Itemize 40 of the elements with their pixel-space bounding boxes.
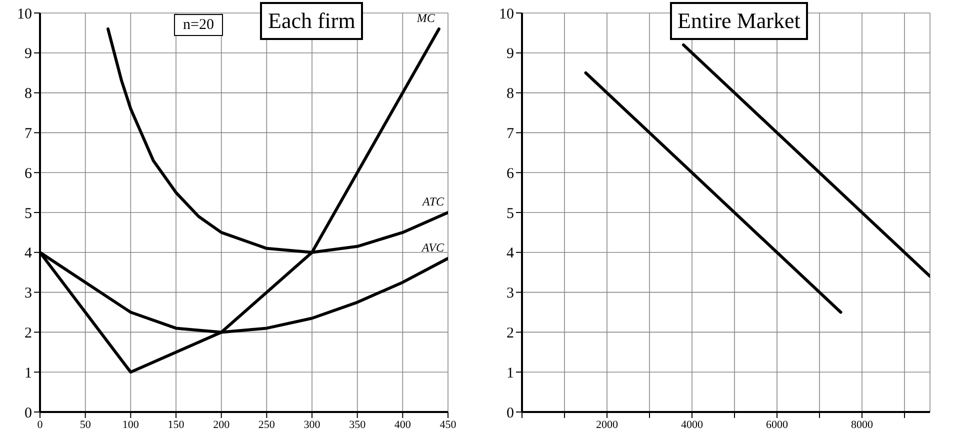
x-tick-label: 300 bbox=[304, 418, 321, 431]
y-tick-label: 1 bbox=[506, 365, 514, 382]
x-tick-label: 350 bbox=[349, 418, 366, 431]
y-tick-label: 4 bbox=[24, 246, 32, 262]
series-label: AVC bbox=[420, 240, 445, 254]
x-tick-label: 6000 bbox=[766, 418, 788, 431]
chart-title: Each firm bbox=[260, 2, 364, 40]
chart-title: Entire Market bbox=[670, 2, 808, 40]
x-tick-label: 8000 bbox=[851, 418, 874, 431]
y-tick-label: 9 bbox=[24, 46, 32, 62]
y-tick-label: 6 bbox=[24, 166, 32, 182]
y-tick-label: 2 bbox=[24, 326, 32, 342]
annotation: n=20 bbox=[174, 14, 223, 36]
y-tick-label: 5 bbox=[24, 206, 32, 222]
x-tick-label: 150 bbox=[168, 418, 185, 431]
y-tick-label: 3 bbox=[24, 286, 32, 302]
y-tick-label: 8 bbox=[24, 86, 32, 102]
x-tick-label: 2000 bbox=[596, 418, 618, 431]
y-tick-label: 1 bbox=[24, 365, 32, 382]
x-tick-label: 50 bbox=[80, 418, 92, 431]
y-tick-label: 10 bbox=[17, 6, 32, 22]
y-tick-label: 9 bbox=[506, 46, 514, 62]
x-tick-label: 250 bbox=[258, 418, 276, 431]
y-tick-label: 7 bbox=[506, 126, 514, 142]
x-tick-label: 0 bbox=[37, 418, 44, 431]
x-tick-label: 100 bbox=[122, 418, 140, 431]
x-tick-label: 200 bbox=[213, 418, 230, 431]
series-label: MC bbox=[416, 10, 436, 25]
y-tick-label: 5 bbox=[506, 206, 514, 222]
x-tick-label: 450 bbox=[440, 418, 457, 431]
x-tick-label: 400 bbox=[394, 418, 412, 431]
y-tick-label: 2 bbox=[506, 326, 514, 342]
x-tick-label: 4000 bbox=[681, 418, 704, 431]
y-tick-label: 6 bbox=[506, 166, 514, 182]
y-tick-label: 8 bbox=[506, 86, 514, 102]
y-tick-label: 7 bbox=[24, 126, 32, 142]
y-tick-label: 4 bbox=[506, 246, 514, 262]
y-tick-label: 10 bbox=[499, 6, 514, 22]
series-label: ATC bbox=[421, 194, 445, 208]
y-tick-label: 3 bbox=[506, 286, 514, 302]
